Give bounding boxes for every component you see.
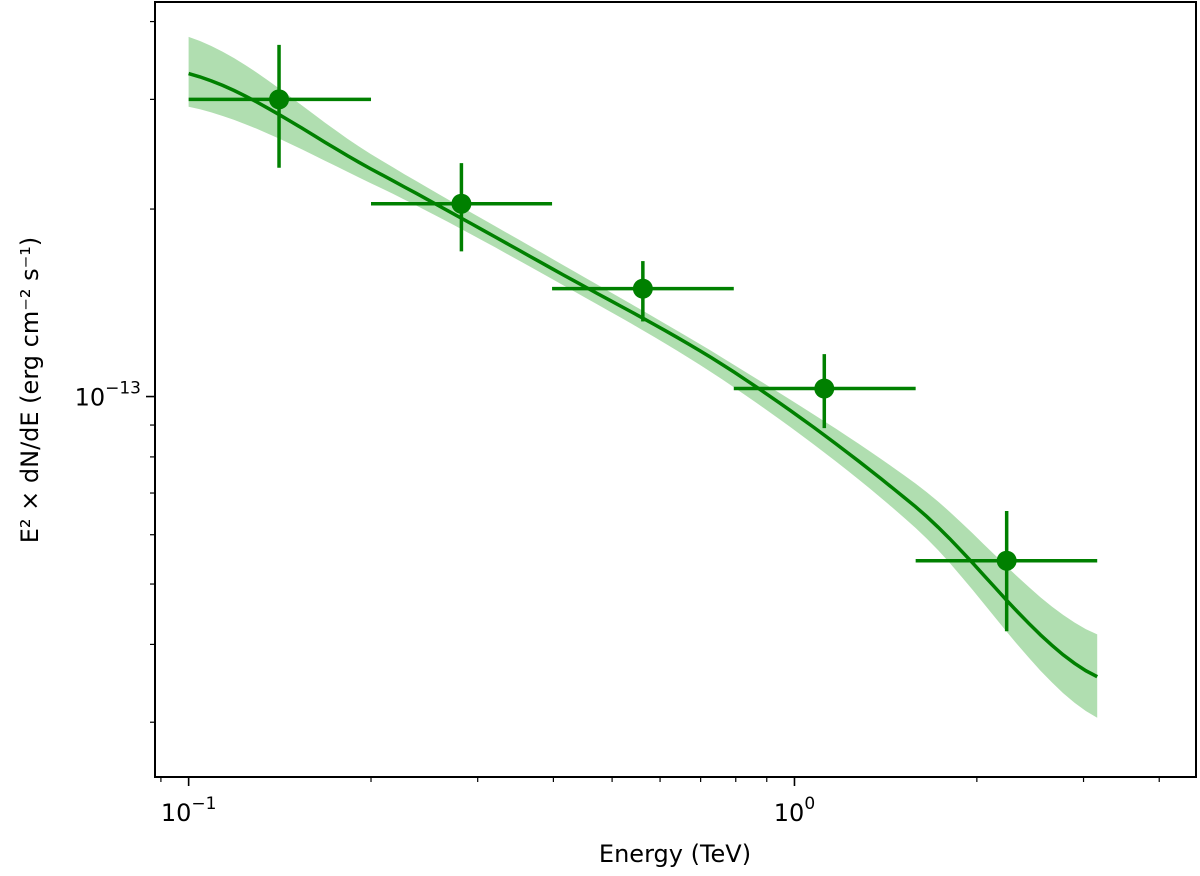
data-marker xyxy=(451,193,472,214)
data-marker xyxy=(996,550,1017,571)
y-tick-label: 10−13 xyxy=(75,379,141,412)
plot-frame xyxy=(154,1,1197,778)
data-marker xyxy=(269,89,290,110)
data-point-2 xyxy=(371,163,553,252)
data-point-5 xyxy=(915,511,1098,632)
plot-content xyxy=(188,36,1099,718)
data-marker xyxy=(814,378,835,399)
data-point-3 xyxy=(552,261,734,322)
x-tick-label: 100 xyxy=(774,794,815,827)
data-point-4 xyxy=(733,354,916,429)
axis-ticks: 10−1 100 10−13 xyxy=(75,20,1160,827)
data-point-1 xyxy=(188,44,372,168)
data-marker xyxy=(632,278,653,299)
x-tick-label: 10−1 xyxy=(161,794,217,827)
x-axis-label: Energy (TeV) xyxy=(599,840,751,868)
y-axis-label: E² × dN/dE (erg cm⁻² s⁻¹) xyxy=(16,237,44,544)
error-band xyxy=(188,36,1098,718)
model-curve xyxy=(188,71,1099,679)
